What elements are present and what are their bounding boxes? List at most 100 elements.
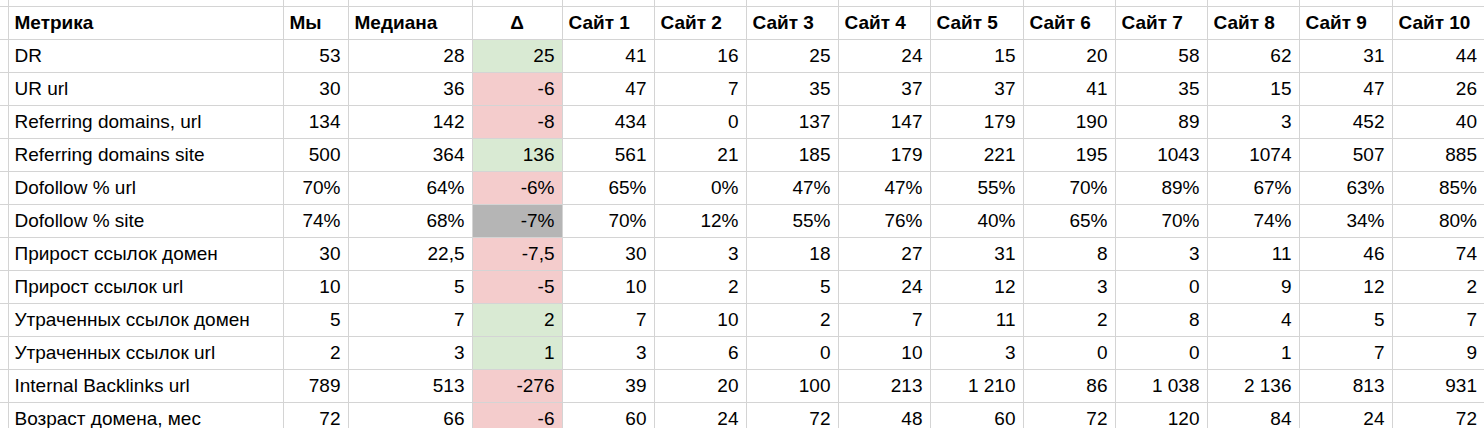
site-value-cell[interactable]: 72	[1023, 402, 1115, 428]
we-value-cell[interactable]: 5	[283, 303, 348, 336]
site-value-cell[interactable]: 3	[1023, 270, 1115, 303]
site-value-cell[interactable]: 3	[930, 336, 1023, 369]
metric-name-cell[interactable]: Internal Backlinks url	[8, 369, 283, 402]
site-value-cell[interactable]: 35	[1115, 72, 1207, 105]
site-value-cell[interactable]: 70%	[1115, 204, 1207, 237]
site-value-cell[interactable]: 8	[1115, 303, 1207, 336]
median-value-cell[interactable]: 66	[348, 402, 472, 428]
site-value-cell[interactable]: 72	[746, 402, 838, 428]
we-value-cell[interactable]: 70%	[283, 171, 348, 204]
site-value-cell[interactable]: 434	[562, 105, 654, 138]
we-value-cell[interactable]: 72	[283, 402, 348, 428]
site-value-cell[interactable]: 12	[1299, 270, 1392, 303]
site-value-cell[interactable]: 46	[1299, 237, 1392, 270]
site-value-cell[interactable]: 31	[930, 237, 1023, 270]
site-value-cell[interactable]: 41	[1023, 72, 1115, 105]
delta-value-cell[interactable]: 2	[472, 303, 562, 336]
site-value-cell[interactable]: 37	[930, 72, 1023, 105]
site-value-cell[interactable]: 507	[1299, 138, 1392, 171]
site-value-cell[interactable]: 10	[654, 303, 746, 336]
we-value-cell[interactable]: 53	[283, 39, 348, 72]
delta-value-cell[interactable]: -5	[472, 270, 562, 303]
site-value-cell[interactable]: 58	[1115, 39, 1207, 72]
site-value-cell[interactable]: 4	[1207, 303, 1299, 336]
metric-name-cell[interactable]: Dofollow % url	[8, 171, 283, 204]
site-value-cell[interactable]: 35	[746, 72, 838, 105]
site-value-cell[interactable]: 27	[838, 237, 930, 270]
site-value-cell[interactable]: 7	[1392, 303, 1484, 336]
delta-value-cell[interactable]: -276	[472, 369, 562, 402]
site-value-cell[interactable]: 1043	[1115, 138, 1207, 171]
site-value-cell[interactable]: 1 210	[930, 369, 1023, 402]
site-value-cell[interactable]: 2	[654, 270, 746, 303]
metric-name-cell[interactable]: Прирост ссылок url	[8, 270, 283, 303]
site-value-cell[interactable]: 30	[562, 237, 654, 270]
site-value-cell[interactable]: 76%	[838, 204, 930, 237]
site-value-cell[interactable]: 24	[838, 270, 930, 303]
site-value-cell[interactable]: 41	[562, 39, 654, 72]
site-value-cell[interactable]: 89%	[1115, 171, 1207, 204]
site-value-cell[interactable]: 179	[930, 105, 1023, 138]
site-value-cell[interactable]: 20	[1023, 39, 1115, 72]
site-value-cell[interactable]: 74	[1392, 237, 1484, 270]
site-value-cell[interactable]: 10	[838, 336, 930, 369]
col-header-site-3[interactable]: Сайт 3	[746, 6, 838, 39]
median-value-cell[interactable]: 142	[348, 105, 472, 138]
delta-value-cell[interactable]: 136	[472, 138, 562, 171]
site-value-cell[interactable]: 221	[930, 138, 1023, 171]
col-header-site-10[interactable]: Сайт 10	[1392, 6, 1484, 39]
median-value-cell[interactable]: 7	[348, 303, 472, 336]
col-header-site-7[interactable]: Сайт 7	[1115, 6, 1207, 39]
site-value-cell[interactable]: 12%	[654, 204, 746, 237]
site-value-cell[interactable]: 70%	[1023, 171, 1115, 204]
col-header-site-6[interactable]: Сайт 6	[1023, 6, 1115, 39]
site-value-cell[interactable]: 7	[654, 72, 746, 105]
site-value-cell[interactable]: 0	[1115, 336, 1207, 369]
site-value-cell[interactable]: 190	[1023, 105, 1115, 138]
site-value-cell[interactable]: 26	[1392, 72, 1484, 105]
delta-value-cell[interactable]: -7%	[472, 204, 562, 237]
site-value-cell[interactable]: 62	[1207, 39, 1299, 72]
median-value-cell[interactable]: 64%	[348, 171, 472, 204]
delta-value-cell[interactable]: 25	[472, 39, 562, 72]
site-value-cell[interactable]: 885	[1392, 138, 1484, 171]
site-value-cell[interactable]: 24	[654, 402, 746, 428]
we-value-cell[interactable]: 10	[283, 270, 348, 303]
site-value-cell[interactable]: 86	[1023, 369, 1115, 402]
site-value-cell[interactable]: 74%	[1207, 204, 1299, 237]
site-value-cell[interactable]: 7	[1299, 336, 1392, 369]
delta-value-cell[interactable]: -8	[472, 105, 562, 138]
site-value-cell[interactable]: 48	[838, 402, 930, 428]
site-value-cell[interactable]: 0	[654, 105, 746, 138]
site-value-cell[interactable]: 85%	[1392, 171, 1484, 204]
col-header-metric[interactable]: Метрика	[8, 6, 283, 39]
site-value-cell[interactable]: 11	[1207, 237, 1299, 270]
site-value-cell[interactable]: 11	[930, 303, 1023, 336]
site-value-cell[interactable]: 2	[746, 303, 838, 336]
site-value-cell[interactable]: 3	[1115, 237, 1207, 270]
we-value-cell[interactable]: 30	[283, 237, 348, 270]
site-value-cell[interactable]: 60	[562, 402, 654, 428]
site-value-cell[interactable]: 21	[654, 138, 746, 171]
site-value-cell[interactable]: 40%	[930, 204, 1023, 237]
site-value-cell[interactable]: 15	[1207, 72, 1299, 105]
site-value-cell[interactable]: 65%	[562, 171, 654, 204]
we-value-cell[interactable]: 2	[283, 336, 348, 369]
site-value-cell[interactable]: 37	[838, 72, 930, 105]
median-value-cell[interactable]: 36	[348, 72, 472, 105]
metric-name-cell[interactable]: Возраст домена, мес	[8, 402, 283, 428]
site-value-cell[interactable]: 5	[746, 270, 838, 303]
metric-name-cell[interactable]: UR url	[8, 72, 283, 105]
site-value-cell[interactable]: 931	[1392, 369, 1484, 402]
site-value-cell[interactable]: 0	[1115, 270, 1207, 303]
we-value-cell[interactable]: 789	[283, 369, 348, 402]
site-value-cell[interactable]: 813	[1299, 369, 1392, 402]
col-header-site-4[interactable]: Сайт 4	[838, 6, 930, 39]
site-value-cell[interactable]: 80%	[1392, 204, 1484, 237]
we-value-cell[interactable]: 500	[283, 138, 348, 171]
site-value-cell[interactable]: 185	[746, 138, 838, 171]
median-value-cell[interactable]: 5	[348, 270, 472, 303]
site-value-cell[interactable]: 0%	[654, 171, 746, 204]
site-value-cell[interactable]: 31	[1299, 39, 1392, 72]
site-value-cell[interactable]: 7	[838, 303, 930, 336]
